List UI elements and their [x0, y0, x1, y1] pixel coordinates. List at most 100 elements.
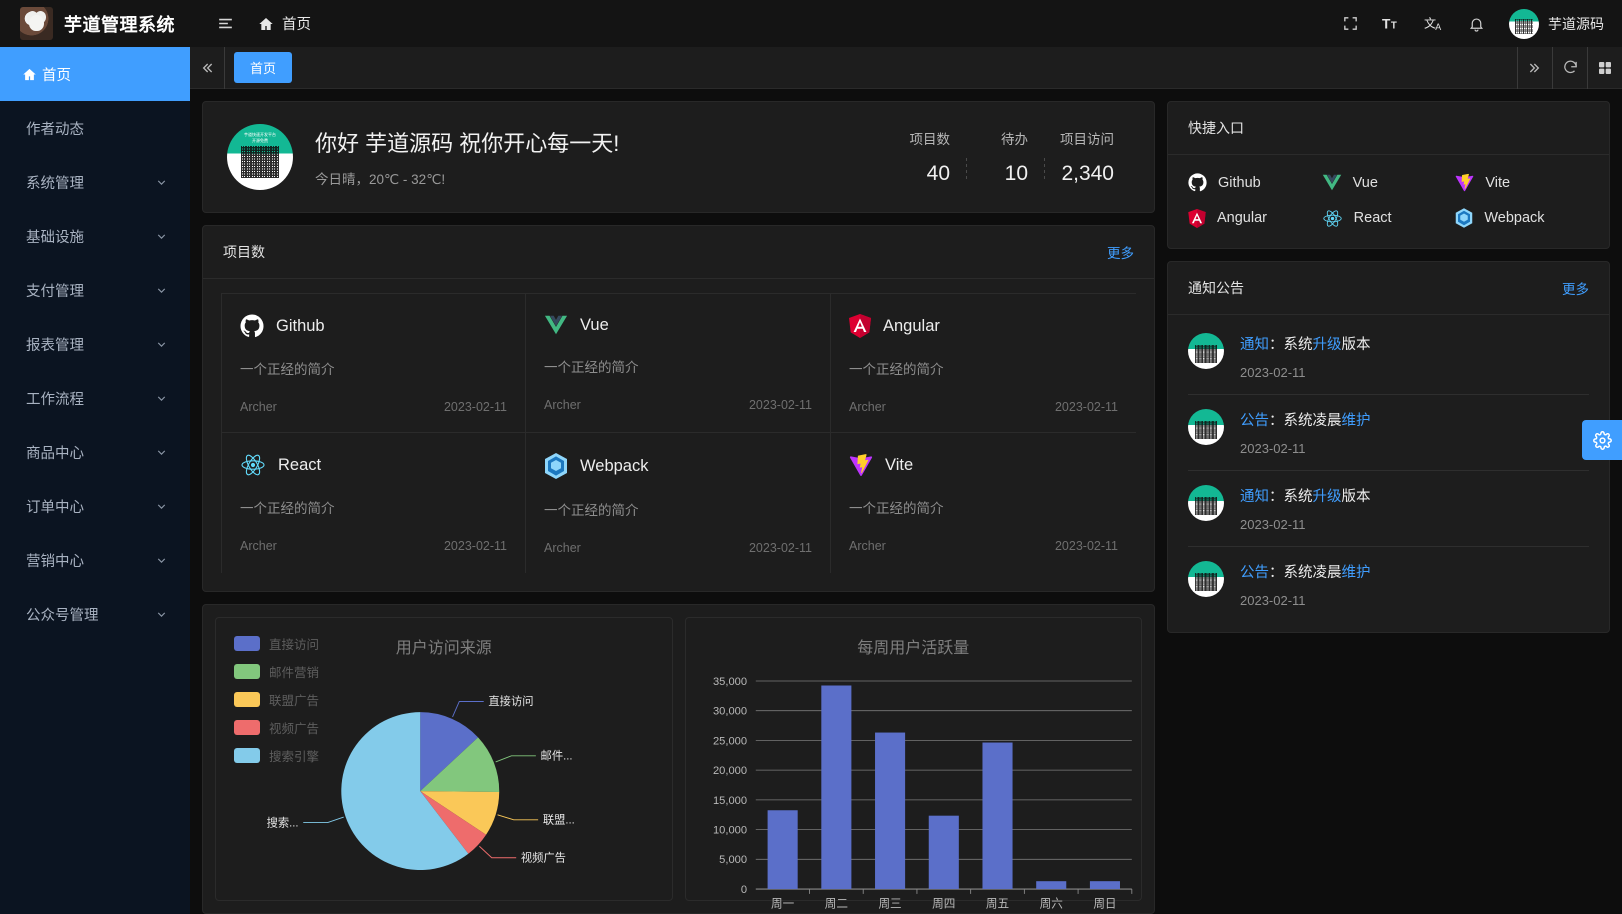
refresh-icon[interactable] [1553, 47, 1587, 89]
translate-icon[interactable]: 文 A [1413, 0, 1455, 47]
pie-slice-label: 邮件... [541, 749, 573, 763]
sidebar-item-system[interactable]: 系统管理 [0, 155, 190, 209]
fullscreen-icon[interactable] [1329, 0, 1371, 47]
webpack-icon [1455, 208, 1473, 228]
pie-chart: 用户访问来源 直接访问 邮件营销 [215, 617, 673, 901]
x-axis-tick-label: 周四 [932, 897, 955, 911]
quick-entry-vue[interactable]: Vue [1322, 173, 1456, 192]
tab-home[interactable]: 首页 [234, 52, 293, 83]
x-axis-tick-label: 周日 [1093, 897, 1116, 911]
bar[interactable] [1089, 881, 1120, 890]
hamburger-icon[interactable] [204, 0, 246, 47]
sidebar-item-product[interactable]: 商品中心 [0, 425, 190, 479]
pie-slice-label: 视频广告 [521, 851, 566, 865]
project-date: 2023-02-11 [748, 398, 812, 412]
quick-entry-angular[interactable]: Angular [1188, 208, 1322, 228]
pie-slice[interactable] [420, 791, 500, 835]
sidebar-item-pay[interactable]: 支付管理 [0, 263, 190, 317]
notice-sep: ：系统 [1269, 489, 1313, 505]
project-date: 2023-02-11 [1054, 539, 1118, 553]
project-card[interactable]: Webpack 一个正经的简介 Archer 2023-02-11 [526, 433, 831, 573]
pie-slice[interactable] [420, 791, 487, 854]
bell-icon[interactable] [1455, 0, 1497, 47]
notice-item[interactable]: 通知：系统升级版本 2023-02-11 [1188, 471, 1589, 547]
chevron-double-left-icon[interactable] [190, 47, 224, 89]
qr-avatar-icon [1188, 333, 1224, 369]
font-size-icon[interactable]: T T [1371, 0, 1413, 47]
breadcrumb-home[interactable]: 首页 [246, 13, 323, 34]
legend-item[interactable]: 搜索引擎 [234, 746, 319, 765]
legend-item[interactable]: 视频广告 [234, 718, 319, 737]
quick-entry-title: 快捷入口 [1188, 120, 1244, 136]
notice-highlight: 维护 [1341, 565, 1371, 581]
pie-slice[interactable] [341, 712, 469, 871]
legend-item[interactable]: 邮件营销 [234, 662, 319, 681]
x-axis-tick-label: 周六 [1039, 897, 1063, 911]
notices-more-link[interactable]: 更多 [1562, 282, 1589, 297]
project-author: Archer [849, 539, 886, 553]
stat-label: 项目数 [909, 132, 951, 147]
react-icon [240, 453, 266, 477]
sidebar-item-order[interactable]: 订单中心 [0, 479, 190, 533]
y-axis-tick-label: 35,000 [712, 676, 746, 688]
quick-entry-label: Vite [1485, 174, 1511, 191]
legend-item[interactable]: 直接访问 [234, 634, 319, 653]
sidebar-item-infra[interactable]: 基础设施 [0, 209, 190, 263]
project-card[interactable]: Github 一个正经的简介 Archer 2023-02-11 [221, 293, 526, 433]
y-axis-tick-label: 10,000 [712, 824, 746, 836]
project-card[interactable]: React 一个正经的简介 Archer 2023-02-11 [221, 433, 526, 573]
notice-item[interactable]: 公告：系统凌晨维护 2023-02-11 [1188, 395, 1589, 471]
stat-todo: 待办 10 [966, 128, 1044, 186]
notice-item[interactable]: 通知：系统升级版本 2023-02-11 [1188, 319, 1589, 395]
project-author: Archer [544, 398, 581, 412]
sidebar-item-report[interactable]: 报表管理 [0, 317, 190, 371]
sidebar-item-home[interactable]: 首页 [0, 47, 190, 101]
notice-kind: 通知 [1240, 489, 1269, 505]
grid-layout-icon[interactable] [1588, 47, 1622, 89]
projects-card-header: 项目数 更多 [203, 226, 1154, 279]
vite-icon [849, 453, 873, 477]
notice-body: 公告：系统凌晨维护 2023-02-11 [1240, 409, 1589, 456]
qr-code [1195, 573, 1217, 591]
projects-more-link[interactable]: 更多 [1107, 246, 1134, 261]
tab-bar: 首页 [190, 46, 1622, 89]
bar[interactable] [1035, 881, 1066, 890]
project-card[interactable]: Vite 一个正经的简介 Archer 2023-02-11 [831, 433, 1136, 573]
project-name: Webpack [580, 456, 649, 475]
pie-leader-line [452, 701, 484, 718]
legend-item[interactable]: 联盟广告 [234, 690, 319, 709]
tabs-container: 首页 [225, 52, 1517, 83]
bar[interactable] [820, 685, 851, 890]
qr-code [1195, 497, 1217, 515]
user-menu[interactable]: 芋道源码 [1497, 8, 1608, 39]
avatar-caption: 芋道快速开发平台 开源免费 [244, 132, 276, 143]
sidebar-item-author-news[interactable]: 作者动态 [0, 101, 190, 155]
sidebar-item-mp[interactable]: 公众号管理 [0, 587, 190, 641]
settings-float-button[interactable] [1582, 420, 1622, 460]
sidebar-item-marketing[interactable]: 营销中心 [0, 533, 190, 587]
pie-slice[interactable] [420, 737, 500, 792]
bar[interactable] [981, 742, 1013, 890]
sidebar-logo[interactable]: 芋道管理系统 [0, 0, 190, 47]
project-card[interactable]: Angular 一个正经的简介 Archer 2023-02-11 [831, 293, 1136, 433]
bar[interactable] [767, 810, 798, 890]
quick-entry-github[interactable]: Github [1188, 173, 1322, 192]
project-card[interactable]: Vue 一个正经的简介 Archer 2023-02-11 [526, 293, 831, 433]
bar[interactable] [874, 732, 905, 890]
sidebar-item-label: 基础设施 [26, 229, 84, 246]
quick-entry-webpack[interactable]: Webpack [1455, 208, 1589, 228]
quick-entry-vite[interactable]: Vite [1455, 173, 1589, 192]
project-desc: 一个正经的简介 [544, 503, 639, 518]
quick-entry-react[interactable]: React [1322, 208, 1456, 228]
greeting-text: 你好 芋道源码 祝你开心每一天! [315, 131, 620, 156]
rabbit-avatar-icon [20, 7, 53, 40]
notice-item[interactable]: 公告：系统凌晨维护 2023-02-11 [1188, 547, 1589, 622]
chevron-double-right-icon[interactable] [1518, 47, 1552, 89]
react-icon [1322, 209, 1343, 228]
angular-icon [849, 314, 871, 338]
pie-slice[interactable] [420, 712, 479, 792]
bar[interactable] [928, 815, 959, 890]
quick-entry-label: Github [1218, 174, 1261, 191]
sidebar-item-workflow[interactable]: 工作流程 [0, 371, 190, 425]
